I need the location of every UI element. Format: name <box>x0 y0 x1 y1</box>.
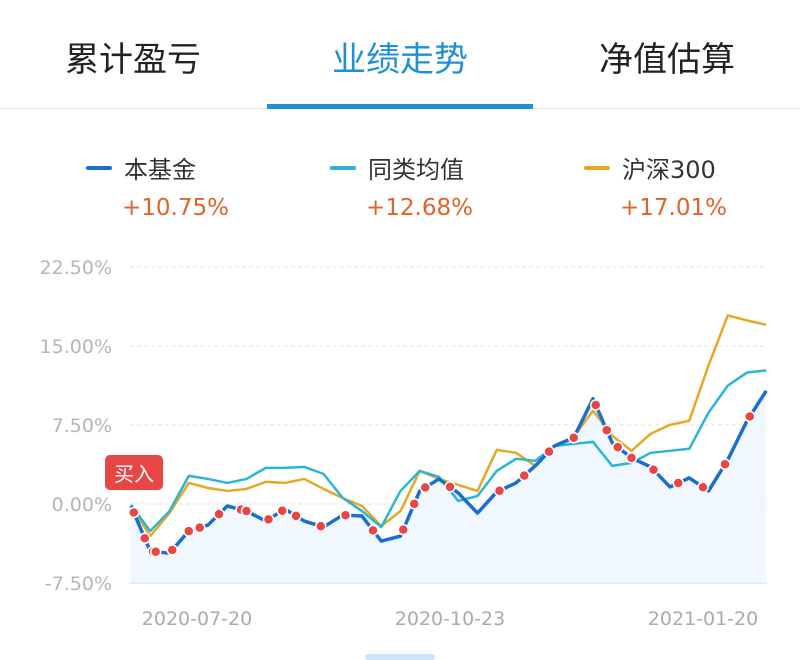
legend-index-name: 沪深300 <box>622 156 716 184</box>
buy-marker <box>262 513 275 526</box>
buy-marker <box>183 525 195 537</box>
buy-marker <box>697 481 709 493</box>
y-tick-label: 0.00% <box>52 494 112 516</box>
buy-marker <box>276 505 288 517</box>
index-line-icon <box>584 165 610 170</box>
buy-marker <box>290 510 302 522</box>
buy-marker <box>128 506 140 519</box>
buy-marker <box>493 484 506 497</box>
legend-fund-value: +10.75% <box>122 195 229 221</box>
buy-marker <box>625 452 638 464</box>
legend-index: 沪深300 +17.01% <box>584 150 800 221</box>
buy-marker <box>166 544 178 556</box>
buy-marker <box>315 520 327 532</box>
peer-line-icon <box>330 165 356 170</box>
buy-badge: 买入 <box>105 455 163 490</box>
buy-marker <box>543 445 555 458</box>
buy-marker <box>213 508 225 520</box>
scroll-handle[interactable] <box>365 654 435 660</box>
buy-marker <box>339 509 352 521</box>
y-tick-label: -7.50% <box>45 573 112 595</box>
buy-marker <box>150 546 162 558</box>
legend-fund: 本基金 +10.75% <box>86 150 326 221</box>
buy-marker <box>444 481 456 493</box>
buy-marker <box>590 399 602 411</box>
buy-marker <box>518 469 530 482</box>
y-tick-label: 22.50% <box>40 257 112 279</box>
y-tick-label: 7.50% <box>52 415 112 437</box>
legend-peer: 同类均值 +12.68% <box>330 150 570 221</box>
x-tick-label: 2020-07-20 <box>142 608 252 630</box>
tab-cumulative-pnl[interactable]: 累计盈亏 <box>65 40 201 80</box>
buy-marker <box>672 477 684 489</box>
buy-marker <box>419 481 431 494</box>
tab-performance-trend[interactable]: 业绩走势 <box>332 40 468 80</box>
active-tab-indicator <box>267 104 533 109</box>
tab-bar: 累计盈亏 业绩走势 净值估算 <box>0 0 800 109</box>
legend-index-value: +17.01% <box>620 195 727 221</box>
buy-marker <box>612 441 624 453</box>
buy-marker <box>408 498 420 510</box>
buy-marker <box>397 523 409 536</box>
buy-marker <box>367 524 379 537</box>
x-tick-label: 2021-01-20 <box>648 608 758 630</box>
legend-peer-name: 同类均值 <box>368 156 464 184</box>
legend-peer-value: +12.68% <box>366 195 473 221</box>
buy-marker <box>194 521 206 534</box>
buy-marker <box>601 424 613 436</box>
legend-fund-name: 本基金 <box>124 156 196 184</box>
buy-marker <box>744 410 756 423</box>
x-tick-label: 2020-10-23 <box>395 608 505 630</box>
buy-marker <box>240 505 253 517</box>
buy-marker <box>139 532 151 545</box>
buy-marker <box>568 431 580 444</box>
fund-line-icon <box>86 165 112 170</box>
buy-marker <box>647 464 660 476</box>
buy-marker <box>719 458 731 471</box>
y-tick-label: 15.00% <box>40 336 112 358</box>
tab-nav-estimate[interactable]: 净值估算 <box>599 40 735 80</box>
